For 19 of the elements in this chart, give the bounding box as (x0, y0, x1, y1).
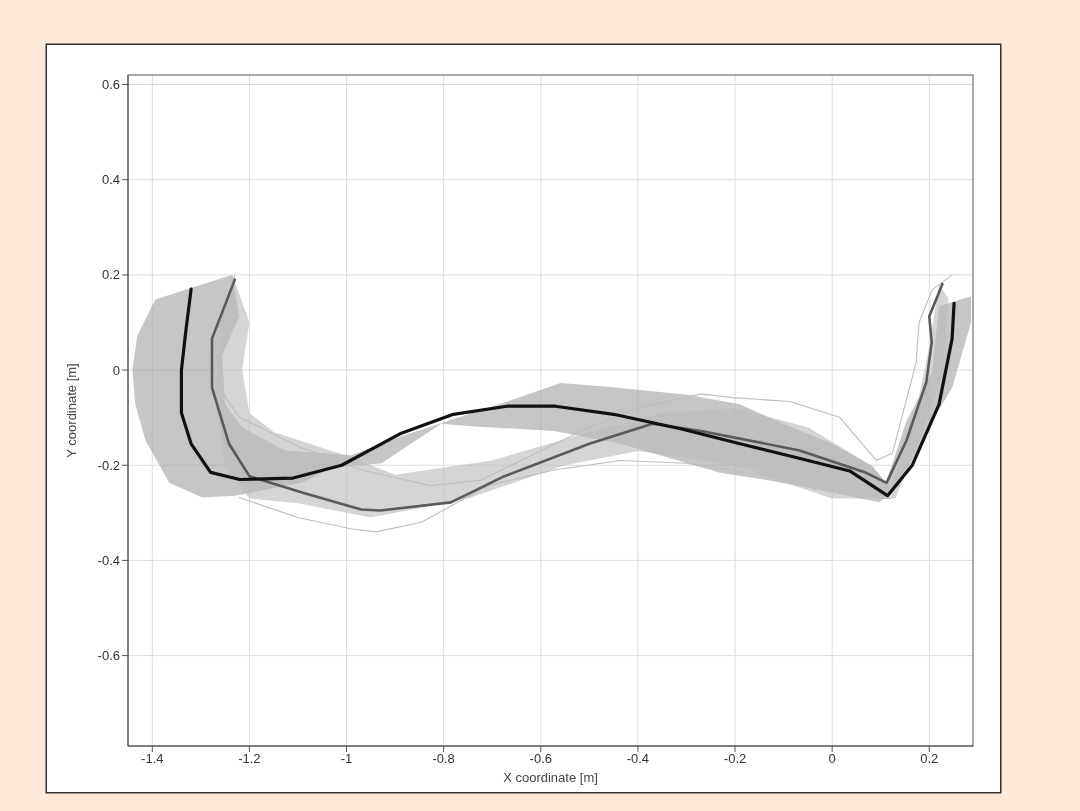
y-tick-label: -0.4 (97, 553, 120, 569)
y-tick-label: -0.2 (97, 457, 120, 473)
y-tick-label: 0.6 (101, 77, 120, 93)
x-tick-label: -0.2 (723, 751, 747, 767)
x-tick-label: -0.6 (529, 751, 552, 767)
y-tick-label: 0.2 (101, 267, 120, 283)
x-tick-label: 0 (828, 751, 836, 767)
y-tick-label: -0.6 (97, 648, 120, 664)
x-tick-label: -1.4 (141, 751, 164, 767)
y-tick-label: 0 (112, 362, 120, 378)
x-tick-label: -0.4 (626, 751, 650, 767)
line-series (238, 459, 891, 533)
x-tick-label: 0.2 (920, 751, 939, 767)
x-tick-label: -1.2 (238, 751, 261, 767)
x-tick-label: -1 (340, 751, 353, 767)
y-axis-title: Y coordinate [m] (63, 363, 79, 458)
x-tick-label: -0.8 (432, 751, 455, 767)
y-tick-label: 0.4 (101, 172, 120, 188)
x-axis-title: X coordinate [m] (503, 770, 598, 785)
